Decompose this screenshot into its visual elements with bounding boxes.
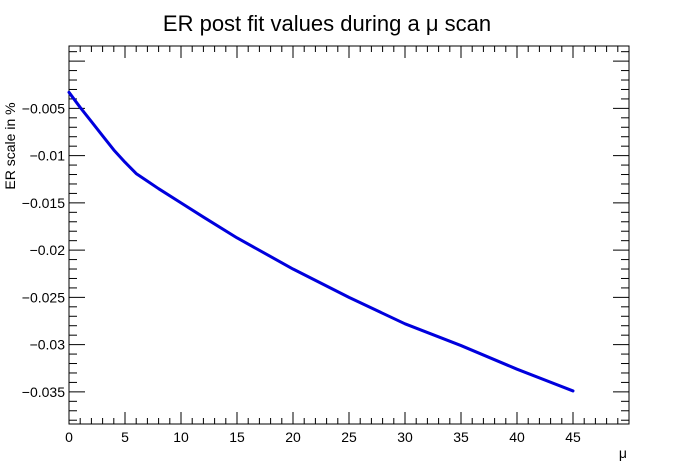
x-tick-label: 20 xyxy=(285,429,301,445)
x-tick-label: 10 xyxy=(173,429,189,445)
chart-title: ER post fit values during a μ scan xyxy=(163,11,491,36)
x-tick-label: 25 xyxy=(341,429,357,445)
y-tick-label: −0.03 xyxy=(30,337,66,353)
x-tick-label: 30 xyxy=(397,429,413,445)
axis-tick-labels: 0 5 10 15 20 25 30 35 40 45 −0.005 −0.01 −0.015 −0.02… xyxy=(22,100,581,445)
x-tick-label: 45 xyxy=(565,429,581,445)
axis-ticks xyxy=(68,46,630,424)
series-group xyxy=(67,90,575,393)
y-tick-label: −0.02 xyxy=(30,242,66,258)
x-tick-label: 0 xyxy=(65,429,73,445)
x-tick-label: 5 xyxy=(121,429,129,445)
series-line-0 xyxy=(67,90,575,393)
x-tick-label: 15 xyxy=(229,429,245,445)
x-tick-label: 35 xyxy=(453,429,469,445)
y-tick-label: −0.01 xyxy=(30,148,66,164)
y-tick-label: −0.025 xyxy=(22,289,65,305)
y-tick-label: −0.015 xyxy=(22,195,65,211)
y-tick-label: −0.035 xyxy=(22,384,65,400)
y-tick-label: −0.005 xyxy=(22,100,65,116)
x-axis-title: μ xyxy=(619,445,627,461)
y-axis-title: ER scale in % xyxy=(2,102,18,189)
x-tick-label: 40 xyxy=(509,429,525,445)
